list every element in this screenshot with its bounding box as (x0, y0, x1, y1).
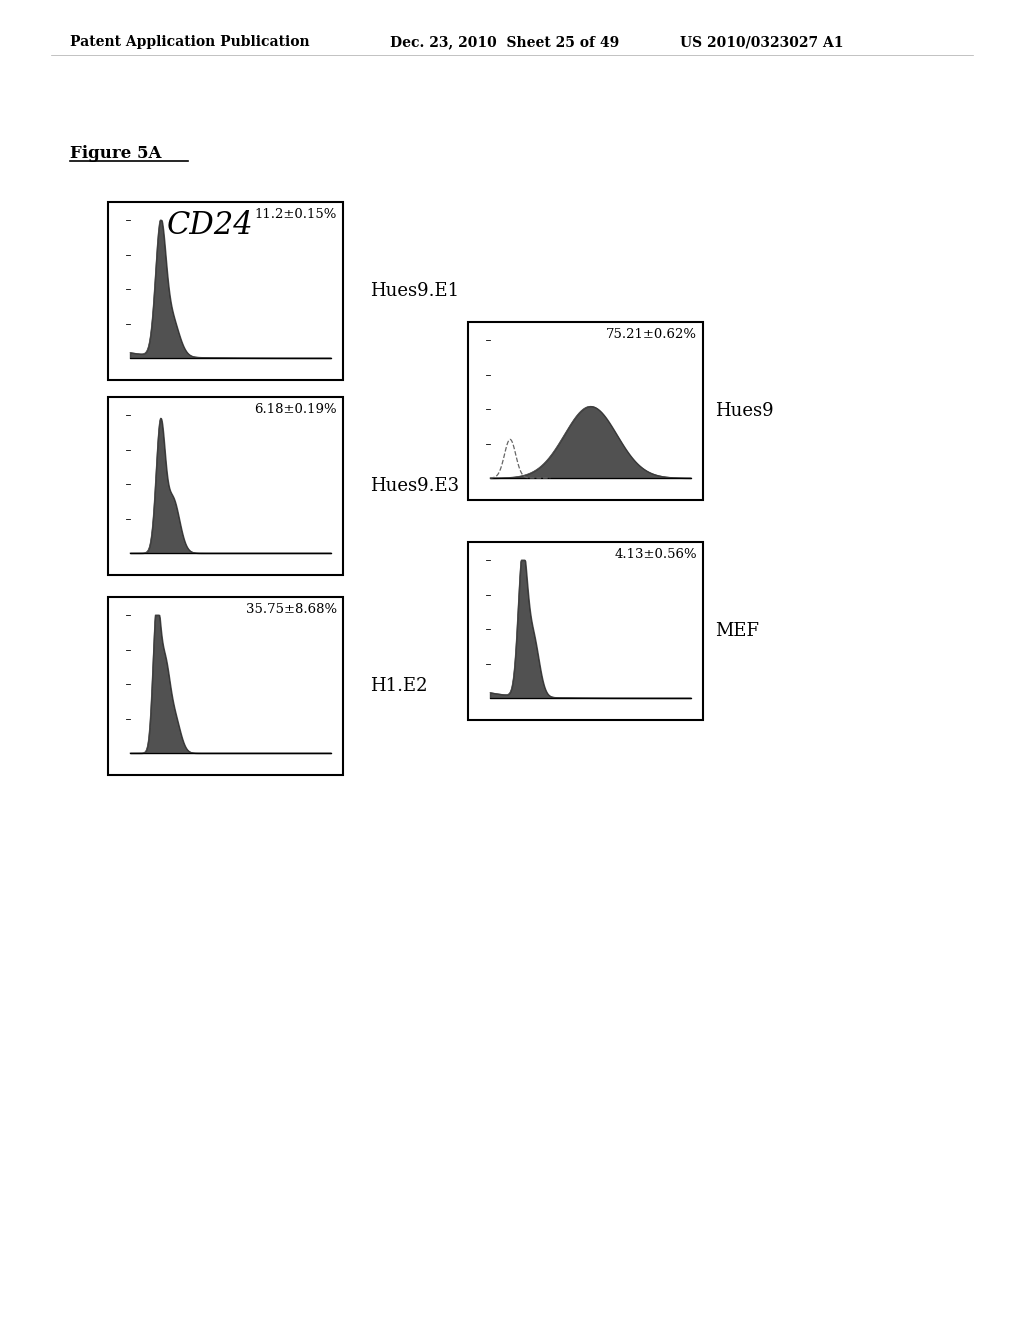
Text: 4.13±0.56%: 4.13±0.56% (614, 548, 697, 561)
Bar (108, 597, 343, 775)
Text: 35.75±8.68%: 35.75±8.68% (246, 603, 337, 616)
Text: 75.21±0.62%: 75.21±0.62% (606, 327, 697, 341)
Text: US 2010/0323027 A1: US 2010/0323027 A1 (680, 36, 844, 49)
Text: H1.E2: H1.E2 (370, 677, 427, 696)
Text: 11.2±0.15%: 11.2±0.15% (255, 209, 337, 220)
Text: Figure 5A: Figure 5A (70, 145, 162, 162)
Text: MEF: MEF (715, 622, 759, 640)
Text: Hues9.E3: Hues9.E3 (370, 477, 459, 495)
Bar (108, 397, 343, 576)
Text: Hues9: Hues9 (715, 403, 773, 420)
Text: Patent Application Publication: Patent Application Publication (70, 36, 309, 49)
Bar (468, 322, 703, 500)
Bar (108, 202, 343, 380)
Text: Dec. 23, 2010  Sheet 25 of 49: Dec. 23, 2010 Sheet 25 of 49 (390, 36, 620, 49)
Text: Hues9.E1: Hues9.E1 (370, 282, 459, 300)
Bar (468, 543, 703, 719)
Text: 6.18±0.19%: 6.18±0.19% (254, 403, 337, 416)
Text: CD24: CD24 (167, 210, 253, 242)
